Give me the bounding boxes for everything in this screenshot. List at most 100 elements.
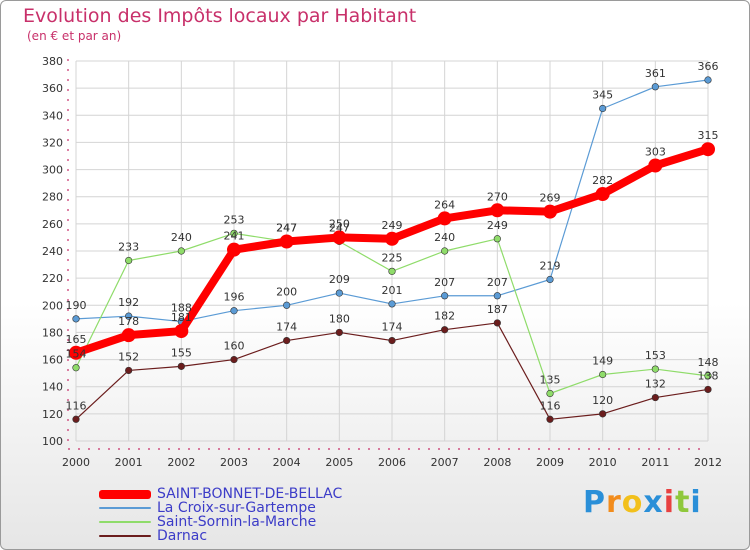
data-point (230, 229, 238, 237)
x-tick-label: 2002 (167, 456, 195, 469)
data-label: 247 (276, 222, 297, 235)
data-point (595, 187, 610, 201)
data-label: 241 (224, 230, 245, 243)
x-tick-label: 2004 (273, 456, 301, 469)
y-tick-label: 280 (42, 191, 63, 204)
data-point (546, 389, 554, 398)
data-point (490, 203, 505, 218)
data-label: 207 (487, 276, 508, 289)
data-label: 196 (224, 291, 245, 304)
data-label: 207 (434, 276, 455, 289)
data-point (121, 328, 136, 343)
data-point (441, 326, 449, 334)
y-tick-label: 320 (42, 136, 63, 149)
y-tick-label: 120 (42, 408, 63, 421)
chart-legend: SAINT-BONNET-DE-BELLAC La Croix-sur-Gart… (99, 487, 342, 543)
x-tick-label: 2008 (483, 456, 511, 469)
data-label: 247 (276, 222, 297, 235)
x-tick-label: 2007 (431, 456, 459, 469)
y-tick-label: 360 (42, 82, 63, 95)
legend-item: Saint-Sornin-la-Marche (99, 515, 342, 529)
data-point (441, 292, 449, 300)
data-label: 149 (592, 355, 613, 368)
data-point (651, 83, 659, 91)
data-point (648, 158, 663, 173)
chart-title: Evolution des Impôts locaux par Habitant (23, 5, 417, 27)
data-label: 154 (66, 348, 87, 361)
data-point (177, 247, 185, 255)
data-label: 201 (382, 284, 403, 297)
data-point (125, 366, 133, 375)
data-point (332, 230, 347, 245)
x-tick-label: 2005 (325, 456, 353, 469)
logo-letter: o (621, 485, 644, 520)
logo-letter: i (663, 485, 676, 520)
data-label: 182 (434, 310, 455, 323)
data-point (493, 319, 501, 327)
logo-letter: r (606, 485, 622, 520)
data-label: 361 (645, 67, 666, 80)
data-label: 132 (645, 378, 666, 391)
data-label: 345 (592, 89, 613, 102)
logo-letter: P (583, 485, 606, 520)
data-label: 116 (66, 399, 87, 412)
data-label: 315 (698, 129, 719, 142)
data-point (543, 204, 557, 219)
logo-letter: x (643, 485, 664, 520)
data-label: 192 (118, 296, 139, 309)
logo-letter: i (690, 485, 702, 520)
legend-swatch (99, 535, 151, 537)
data-point (227, 242, 241, 257)
data-label: 120 (592, 394, 613, 407)
proxiti-logo: Proxiti (583, 485, 702, 520)
legend-label: Saint-Sornin-la-Marche (157, 514, 317, 530)
data-label: 187 (487, 303, 508, 316)
legend-item: Darnac (99, 529, 342, 543)
legend-label: SAINT-BONNET-DE-BELLAC (157, 486, 343, 502)
legend-swatch (99, 507, 151, 509)
y-tick-label: 180 (42, 326, 63, 339)
y-tick-label: 100 (42, 435, 63, 448)
chart-subtitle: (en € et par an) (27, 29, 122, 43)
data-point (72, 364, 80, 372)
y-tick-label: 160 (42, 354, 63, 367)
data-point (335, 289, 343, 297)
y-tick-label: 140 (42, 381, 63, 394)
legend-label: Darnac (157, 528, 208, 544)
x-tick-label: 2000 (62, 456, 90, 469)
data-label: 240 (171, 231, 192, 244)
data-point (283, 301, 291, 309)
data-point (701, 142, 715, 157)
data-label: 165 (66, 333, 87, 346)
data-label: 135 (540, 374, 561, 387)
x-tick-label: 2011 (641, 456, 669, 469)
y-tick-label: 200 (42, 299, 63, 312)
data-label: 219 (540, 260, 561, 273)
data-point (437, 211, 452, 226)
data-label: 269 (540, 192, 561, 205)
data-label: 225 (382, 251, 403, 264)
data-point (599, 410, 607, 418)
data-point (704, 385, 712, 394)
data-point (230, 307, 238, 315)
data-point (704, 76, 712, 84)
data-point (441, 247, 449, 255)
y-tick-label: 220 (42, 272, 63, 285)
legend-item: La Croix-sur-Gartempe (99, 501, 342, 515)
data-point (546, 275, 554, 284)
data-label: 153 (645, 349, 666, 362)
data-point (279, 234, 294, 249)
data-point (599, 104, 607, 113)
data-label: 181 (171, 311, 192, 324)
x-tick-label: 2003 (220, 456, 248, 469)
y-tick-label: 240 (42, 245, 63, 258)
data-label: 233 (118, 241, 139, 254)
data-label: 282 (592, 174, 613, 187)
x-tick-label: 2001 (115, 456, 143, 469)
data-label: 138 (698, 369, 719, 382)
data-point (385, 231, 399, 246)
data-label: 253 (224, 213, 245, 226)
x-tick-label: 2006 (378, 456, 406, 469)
data-label: 174 (276, 321, 297, 334)
